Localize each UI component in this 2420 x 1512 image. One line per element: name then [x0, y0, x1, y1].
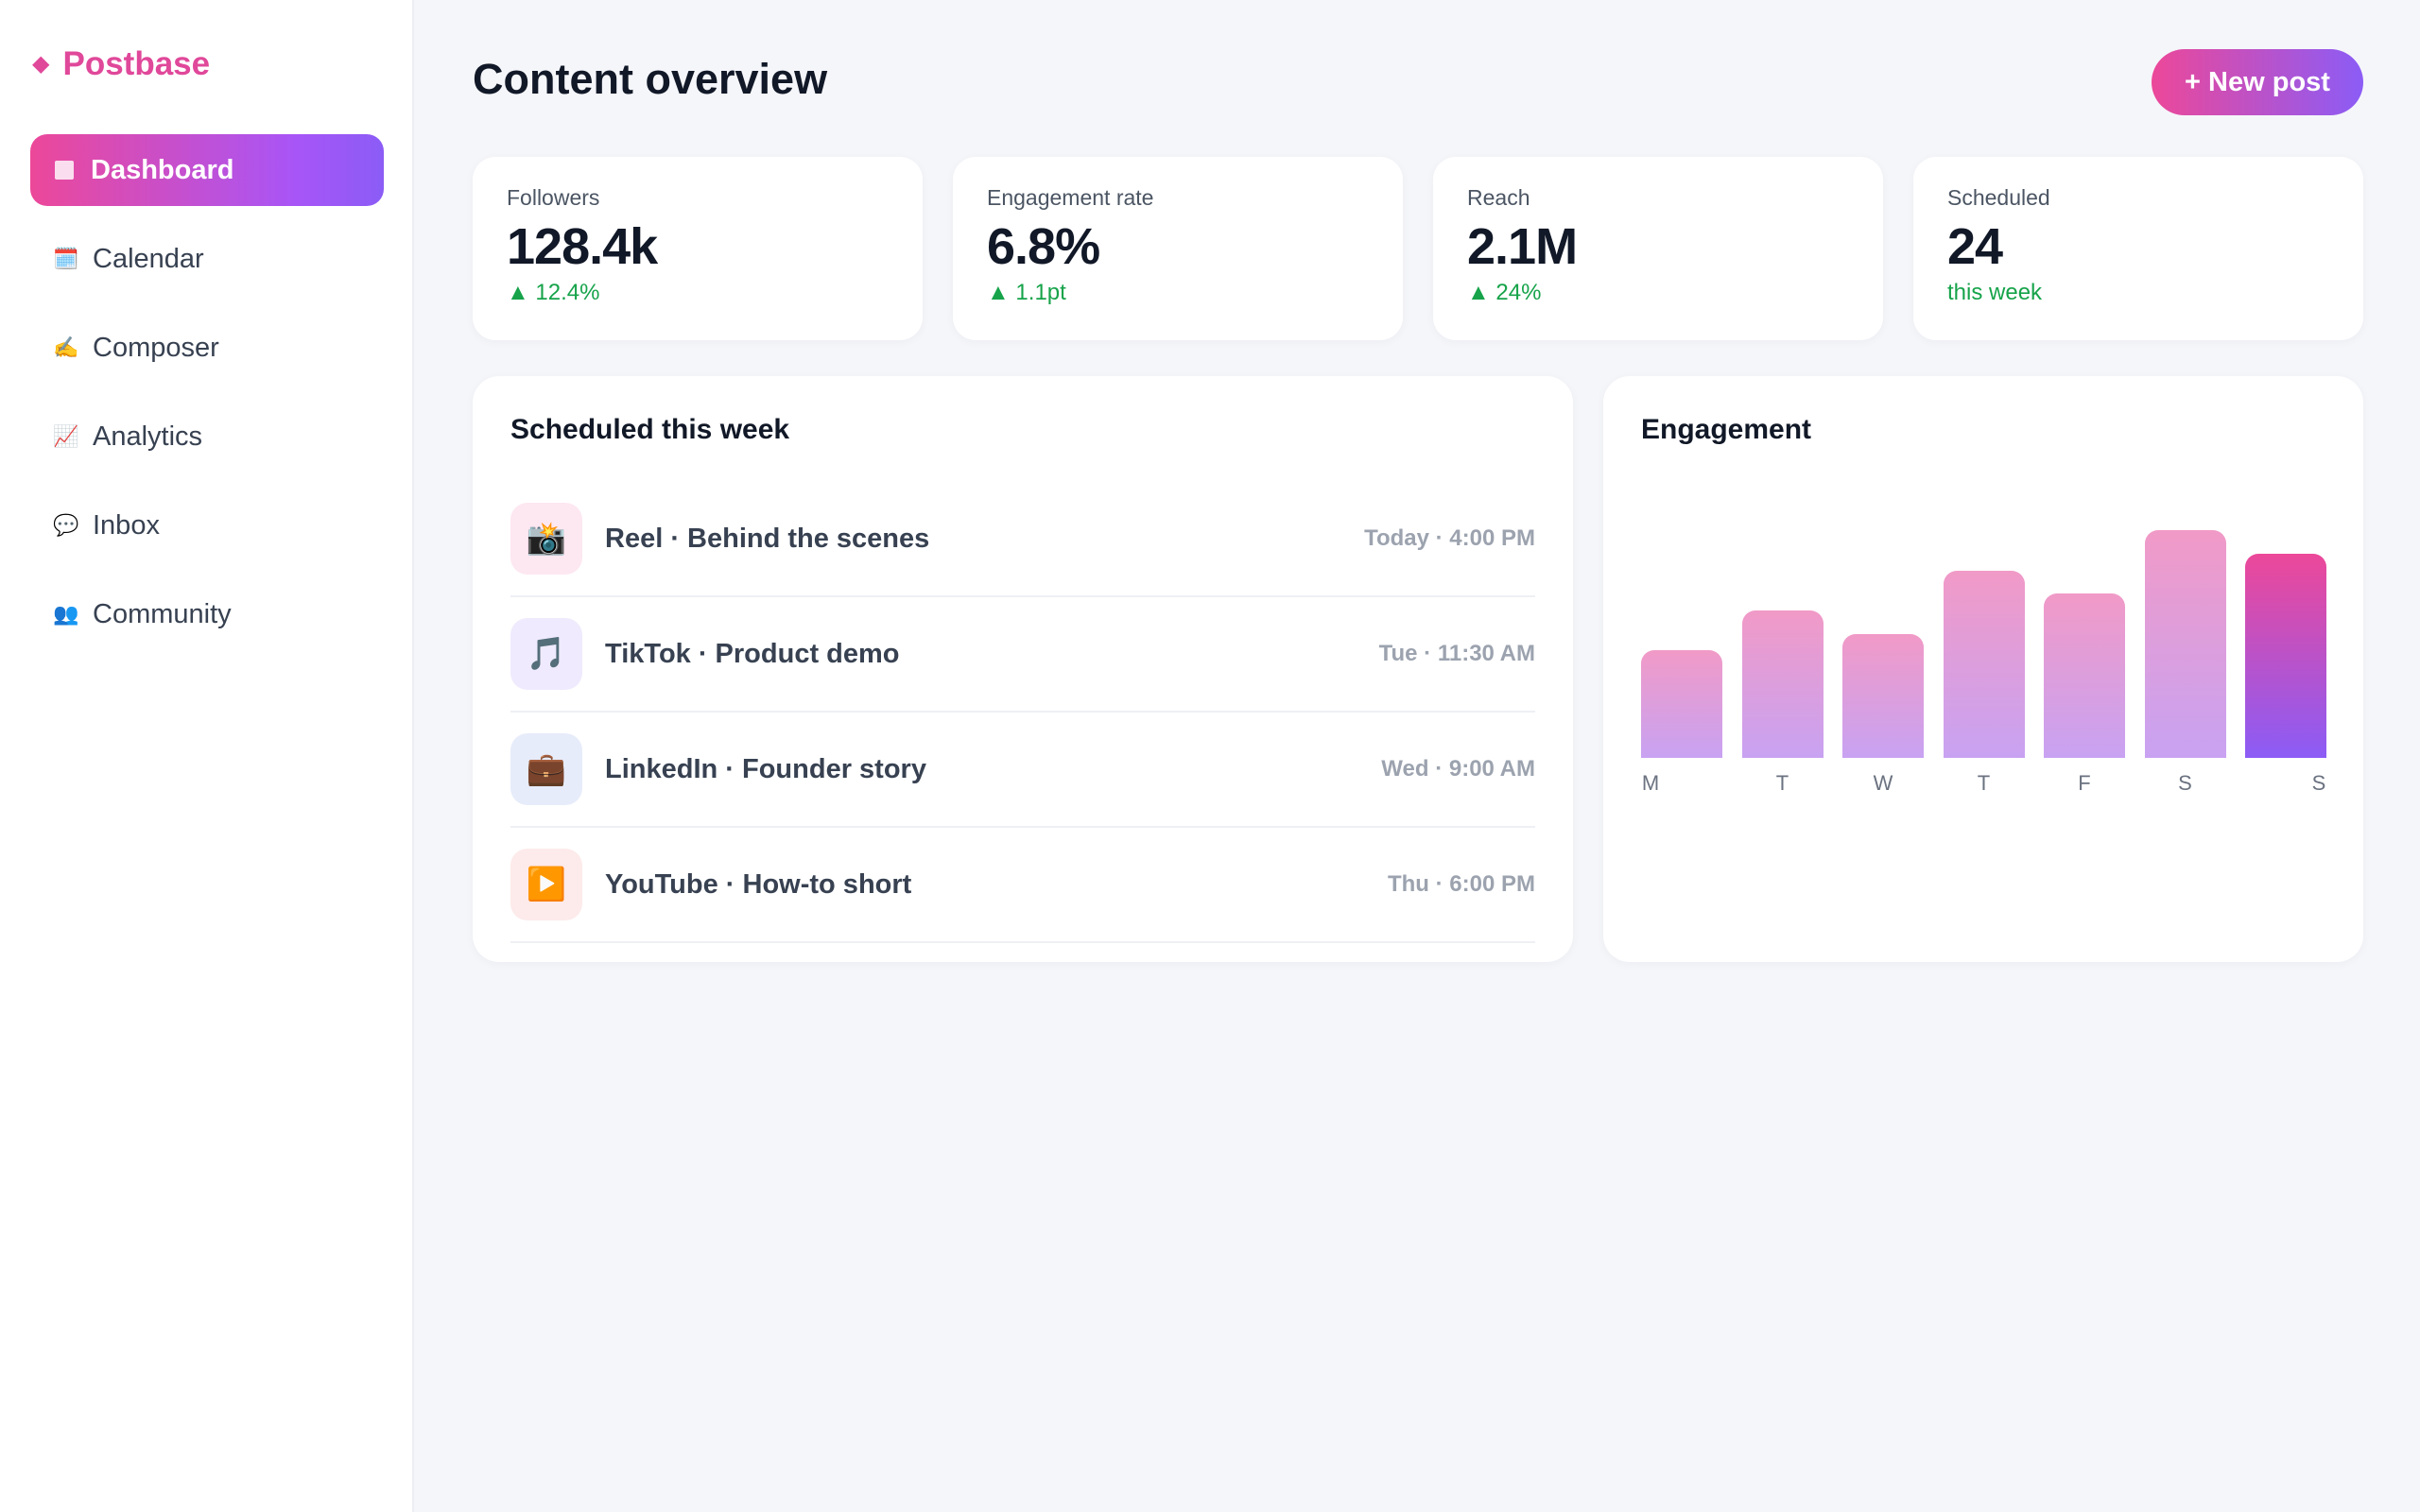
scheduled-item-time: Thu · 6:00 PM — [1387, 871, 1535, 897]
people-icon: 👥 — [53, 602, 79, 626]
scheduled-item-time: Wed · 9:00 AM — [1381, 756, 1535, 782]
dashboard-icon — [55, 161, 74, 180]
chart-x-tick-label: F — [2078, 771, 2091, 795]
music-note-icon: 🎵 — [510, 618, 582, 690]
sidebar-item-dashboard[interactable]: Dashboard — [30, 134, 384, 206]
sidebar-item-label: Community — [93, 598, 232, 629]
engagement-title: Engagement — [1641, 414, 1812, 445]
speech-bubble-icon: 💬 — [53, 513, 79, 537]
stat-label: Followers — [507, 185, 600, 210]
scheduled-item-title: YouTube · How-to short — [605, 868, 912, 900]
sidebar-nav: Dashboard 🗓️ Calendar ✍️ Composer 📈 Anal… — [30, 134, 384, 667]
play-button-icon: ▶️ — [510, 849, 582, 920]
scheduled-item-time: Tue · 11:30 AM — [1378, 641, 1535, 666]
stat-label: Reach — [1467, 185, 1530, 210]
sidebar-item-label: Inbox — [93, 509, 160, 541]
stat-value: 2.1M — [1467, 218, 1578, 275]
sidebar-item-community[interactable]: 👥 Community — [30, 578, 384, 650]
scheduled-card: Scheduled this week 📸 Reel · Behind the … — [473, 376, 1573, 962]
scheduled-item-title: LinkedIn · Founder story — [605, 753, 926, 784]
camera-icon: 📸 — [510, 503, 582, 575]
stat-value: 128.4k — [507, 218, 658, 275]
sidebar-item-label: Calendar — [93, 243, 204, 274]
stat-label: Scheduled — [1947, 185, 2050, 210]
scheduled-item-title: Reel · Behind the scenes — [605, 523, 930, 554]
sidebar-item-calendar[interactable]: 🗓️ Calendar — [30, 223, 384, 295]
stat-card-scheduled: Scheduled 24 this week — [1913, 157, 2363, 340]
stat-card-engagement-rate: Engagement rate 6.8% ▲ 1.1pt — [953, 157, 1403, 340]
scheduled-item[interactable]: ▶️ YouTube · How-to short Thu · 6:00 PM — [510, 828, 1535, 943]
chart-bar — [2245, 554, 2326, 758]
stat-delta: ▲ 1.1pt — [987, 280, 1066, 305]
sidebar-item-label: Composer — [93, 332, 219, 363]
engagement-card: Engagement M T W T F S S — [1603, 376, 2363, 962]
scheduled-item[interactable]: 📸 Reel · Behind the scenes Today · 4:00 … — [510, 482, 1535, 597]
scheduled-item[interactable]: 💼 LinkedIn · Founder story Wed · 9:00 AM — [510, 713, 1535, 828]
sidebar-item-composer[interactable]: ✍️ Composer — [30, 312, 384, 384]
sidebar-item-label: Analytics — [93, 421, 203, 452]
chart-x-tick-label: W — [1873, 771, 1893, 795]
stat-delta: ▲ 24% — [1467, 280, 1542, 305]
chart-icon: 📈 — [53, 424, 79, 448]
sidebar-item-label: Dashboard — [91, 154, 234, 185]
chart-x-tick-label: T — [1775, 771, 1789, 795]
brand-name: Postbase — [62, 45, 211, 82]
diamond-icon: ◆ — [32, 51, 50, 77]
stat-label: Engagement rate — [987, 185, 1154, 210]
brand-logo[interactable]: ◆ Postbase — [32, 43, 210, 85]
sidebar: ◆ Postbase Dashboard 🗓️ Calendar ✍️ Comp… — [0, 0, 414, 1512]
scheduled-item-time: Today · 4:00 PM — [1364, 525, 1535, 551]
chart-bar — [2144, 530, 2226, 758]
new-post-button[interactable]: + New post — [2152, 49, 2363, 115]
sidebar-item-analytics[interactable]: 📈 Analytics — [30, 401, 384, 472]
chart-x-tick-label: T — [1977, 771, 1991, 795]
stat-delta: this week — [1947, 280, 2043, 305]
calendar-icon: 🗓️ — [53, 247, 79, 270]
chart-bar — [1842, 633, 1924, 758]
briefcase-icon: 💼 — [510, 733, 582, 805]
scheduled-list: 📸 Reel · Behind the scenes Today · 4:00 … — [510, 482, 1535, 943]
stat-card-followers: Followers 128.4k ▲ 12.4% — [473, 157, 923, 340]
chart-x-tick-label: S — [2178, 771, 2192, 795]
chart-bar — [1943, 570, 2025, 758]
scheduled-item-title: TikTok · Product demo — [605, 638, 900, 669]
chart-bar — [1741, 610, 1824, 758]
scheduled-title: Scheduled this week — [510, 414, 790, 445]
sidebar-item-inbox[interactable]: 💬 Inbox — [30, 490, 384, 561]
stat-value: 6.8% — [987, 218, 1100, 275]
scheduled-item[interactable]: 🎵 TikTok · Product demo Tue · 11:30 AM — [510, 597, 1535, 713]
chart-bar — [1641, 649, 1722, 758]
stats-row: Followers 128.4k ▲ 12.4% Engagement rate… — [473, 157, 2363, 340]
chart-x-tick-label: M — [1641, 771, 1660, 795]
chart-bar — [2044, 593, 2125, 758]
page-title: Content overview — [473, 55, 828, 103]
stat-card-reach: Reach 2.1M ▲ 24% — [1433, 157, 1883, 340]
writing-hand-icon: ✍️ — [53, 335, 79, 359]
stat-delta: ▲ 12.4% — [507, 280, 600, 305]
chart-x-tick-label: S — [2311, 771, 2326, 795]
stat-value: 24 — [1947, 218, 2003, 275]
